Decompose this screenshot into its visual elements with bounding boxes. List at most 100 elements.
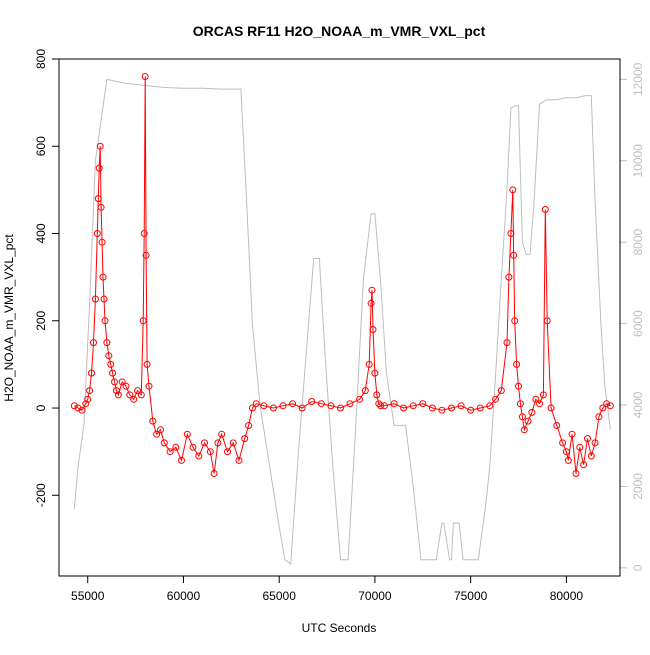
data-point [543,317,551,325]
data-point [78,406,86,414]
data-point [141,73,149,80]
y2-tick-label: 6000 [631,310,645,337]
data-point [373,391,381,399]
y-tick-label: 0 [34,404,48,411]
data-point [96,142,104,150]
data-point [584,435,591,443]
data-point [245,422,253,429]
data-point [107,360,115,368]
data-point [166,448,174,456]
y2-tick-label: 0 [631,564,645,571]
data-point [591,439,599,447]
x-tick-label: 55000 [71,589,105,603]
data-point [218,430,226,438]
data-point [91,295,99,303]
data-point [361,387,369,395]
data-point [532,395,540,403]
data-point [143,360,151,368]
data-point [94,195,102,203]
data-point [142,251,150,259]
data-point [539,391,547,399]
data-point [419,400,427,408]
data-point [515,382,522,390]
data-point [572,470,580,477]
data-point [438,406,446,414]
y-tick-label: 800 [34,49,48,69]
y2-tick-label: 12000 [631,62,645,96]
y-tick-label: -200 [34,483,48,507]
data-point [210,470,218,477]
data-point [109,369,117,377]
data-point [327,402,335,410]
data-point [269,404,277,412]
data-point [172,443,180,451]
data-point [82,400,90,408]
data-point [248,404,256,412]
data-point [149,417,157,425]
data-point [476,404,484,412]
y-tick-label: 200 [34,310,48,330]
x-tick-label: 70000 [358,589,392,603]
data-point [206,448,214,456]
data-point [101,317,109,325]
data-point [229,439,237,447]
data-point [201,439,208,447]
data-point [153,430,161,438]
data-point [74,404,82,412]
data-point [97,203,105,211]
data-point [599,404,607,412]
data-point [139,317,147,325]
data-point [400,404,408,412]
data-point [606,402,614,410]
data-point [509,186,517,194]
y2-tick-label: 4000 [631,391,645,418]
data-point [528,408,536,416]
data-point [111,378,118,386]
x-axis-label: UTC Seconds [302,621,377,635]
data-point [112,387,120,395]
data-point [503,339,511,347]
data-point [289,400,297,408]
data-point [356,395,364,403]
data-point [553,422,561,429]
data-point [390,400,398,408]
data-point [317,400,325,408]
data-point [100,295,108,303]
data-point [90,339,97,347]
y-axis-label: H2O_NOAA_m_VMR_VXL_pct [2,234,16,402]
data-point [308,398,316,405]
y2-tick-label: 10000 [631,144,645,178]
data-point [541,206,549,213]
data-point [88,369,95,377]
data-point [486,402,494,410]
secondary-series [73,78,611,565]
data-point [99,273,107,281]
data-point [195,452,203,460]
primary-series-points [70,73,614,477]
data-point [86,387,94,395]
chart-title: ORCAS RF11 H2O_NOAA_m_VMR_VXL_pct [193,23,486,39]
data-point [346,400,354,408]
plot-frame [58,58,621,577]
data-point [409,402,417,410]
data-point [105,352,113,360]
data-point [252,400,260,408]
data-point [467,406,475,414]
primary-series-line [74,76,611,474]
data-point [564,456,572,464]
data-point [371,369,379,377]
data-point [130,395,138,403]
axes: 55000 60000 65000 70000 75000 80000-200020040… [34,49,645,603]
x-tick-label: 80000 [550,589,584,603]
data-point [145,382,153,390]
data-point [279,402,287,410]
y-tick-label: 400 [34,223,48,243]
data-point [595,413,603,421]
data-point [95,164,103,172]
data-point [189,443,197,451]
data-point [507,230,515,237]
data-point [448,404,455,412]
data-point [298,404,306,412]
